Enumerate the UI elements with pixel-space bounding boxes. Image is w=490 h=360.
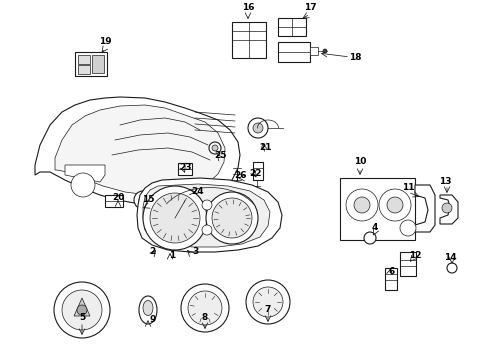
Circle shape xyxy=(253,287,283,317)
Bar xyxy=(92,55,104,73)
Polygon shape xyxy=(415,185,435,232)
Circle shape xyxy=(150,193,200,243)
Bar xyxy=(385,268,397,290)
Text: 17: 17 xyxy=(304,4,317,13)
Ellipse shape xyxy=(139,296,157,324)
Polygon shape xyxy=(65,165,105,182)
Circle shape xyxy=(323,49,327,53)
Text: 21: 21 xyxy=(259,144,271,153)
Text: 13: 13 xyxy=(439,177,451,186)
Circle shape xyxy=(201,184,209,192)
Circle shape xyxy=(209,142,221,154)
Circle shape xyxy=(253,123,263,133)
Text: 25: 25 xyxy=(214,150,226,159)
Text: 1: 1 xyxy=(169,251,175,260)
Circle shape xyxy=(188,291,222,325)
Circle shape xyxy=(54,282,110,338)
Circle shape xyxy=(246,280,290,324)
Polygon shape xyxy=(137,178,282,252)
Bar xyxy=(105,195,123,207)
Circle shape xyxy=(206,192,258,244)
Text: 11: 11 xyxy=(402,184,414,193)
Bar xyxy=(400,252,416,276)
Polygon shape xyxy=(143,184,270,247)
Bar xyxy=(310,47,318,55)
Polygon shape xyxy=(74,298,90,316)
Text: 18: 18 xyxy=(349,53,361,62)
Bar xyxy=(232,22,266,58)
Text: 14: 14 xyxy=(443,253,456,262)
Circle shape xyxy=(400,220,416,236)
Bar xyxy=(278,18,306,36)
Text: 16: 16 xyxy=(242,4,254,13)
Circle shape xyxy=(447,263,457,273)
Circle shape xyxy=(442,203,452,213)
Circle shape xyxy=(71,173,95,197)
Polygon shape xyxy=(35,97,240,206)
Circle shape xyxy=(77,305,87,315)
Circle shape xyxy=(134,191,152,209)
Circle shape xyxy=(139,196,147,204)
Bar xyxy=(253,162,263,180)
Circle shape xyxy=(248,118,268,138)
Bar xyxy=(78,55,90,64)
Text: 9: 9 xyxy=(150,315,156,324)
Bar xyxy=(78,65,90,74)
Circle shape xyxy=(181,284,229,332)
Text: 4: 4 xyxy=(372,224,378,233)
Circle shape xyxy=(354,197,370,213)
Ellipse shape xyxy=(143,301,153,315)
Circle shape xyxy=(202,225,212,235)
Bar xyxy=(340,178,415,240)
Text: 20: 20 xyxy=(112,194,124,202)
Text: 6: 6 xyxy=(389,267,395,276)
Circle shape xyxy=(143,186,207,250)
Text: 15: 15 xyxy=(142,195,154,204)
Polygon shape xyxy=(440,195,458,224)
Bar xyxy=(178,163,192,175)
Text: 24: 24 xyxy=(192,188,204,197)
Circle shape xyxy=(346,189,378,221)
Circle shape xyxy=(62,290,102,330)
Text: 19: 19 xyxy=(98,37,111,46)
Text: 12: 12 xyxy=(409,251,421,260)
Circle shape xyxy=(212,145,218,151)
Text: 10: 10 xyxy=(354,158,366,166)
Text: 7: 7 xyxy=(265,306,271,315)
Circle shape xyxy=(364,232,376,244)
Text: 26: 26 xyxy=(234,171,246,180)
Text: 5: 5 xyxy=(79,314,85,323)
Text: 22: 22 xyxy=(249,168,261,177)
Circle shape xyxy=(379,189,411,221)
Text: 3: 3 xyxy=(192,248,198,256)
Circle shape xyxy=(212,198,252,238)
Text: 23: 23 xyxy=(179,163,191,172)
Circle shape xyxy=(387,197,403,213)
Bar xyxy=(278,42,310,62)
Text: 8: 8 xyxy=(202,314,208,323)
Bar xyxy=(75,52,107,76)
Text: 2: 2 xyxy=(149,248,155,256)
Circle shape xyxy=(202,200,212,210)
Polygon shape xyxy=(55,105,225,195)
